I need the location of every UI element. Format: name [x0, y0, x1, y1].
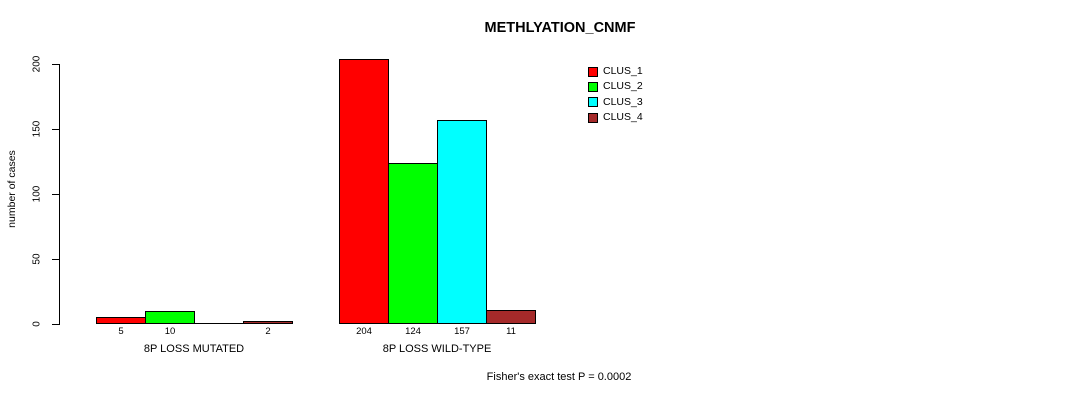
fisher-test-annotation: Fisher's exact test P = 0.0002 [486, 371, 632, 383]
bar-value-label: 11 [506, 326, 516, 337]
chart-title: METHLYATION_CNMF [484, 20, 636, 36]
legend-swatch-icon [588, 66, 598, 77]
x-group-label: 8P LOSS MUTATED [143, 343, 245, 355]
bar-clus_3-zero-line [194, 323, 244, 324]
y-tick-label: 0 [31, 321, 43, 327]
y-tick-label: 200 [31, 55, 43, 73]
y-axis-line [59, 64, 60, 325]
legend: CLUS_1 CLUS_2 CLUS_3 CLUS_4 [588, 64, 643, 125]
bar-clus_3-wildtype [437, 120, 487, 324]
legend-item-clus_3: CLUS_3 [588, 95, 643, 110]
legend-label: CLUS_1 [603, 65, 643, 78]
legend-swatch-icon [588, 112, 598, 123]
y-tick [52, 259, 59, 260]
legend-swatch-icon [588, 97, 598, 108]
bar-clus_2-wildtype [388, 163, 438, 324]
bar-clus_1-wildtype [339, 59, 389, 324]
x-group-label: 8P LOSS WILD-TYPE [382, 343, 492, 355]
y-tick [52, 324, 59, 325]
y-tick [52, 194, 59, 195]
y-axis-title: number of cases [6, 150, 18, 228]
bar-value-label: 5 [118, 326, 124, 337]
legend-item-clus_4: CLUS_4 [588, 110, 643, 125]
legend-label: CLUS_4 [603, 111, 643, 124]
y-tick-label: 100 [31, 185, 43, 203]
bar-clus_2-mutated [145, 311, 195, 324]
bar-clus_1-mutated [96, 317, 146, 324]
y-tick-label: 150 [31, 120, 43, 138]
legend-item-clus_2: CLUS_2 [588, 79, 643, 94]
bar-value-label: 124 [405, 326, 421, 337]
bar-value-label: 2 [265, 326, 271, 337]
bar-value-label: 157 [454, 326, 470, 337]
bar-clus_4-wildtype [486, 310, 536, 324]
legend-swatch-icon [588, 81, 598, 92]
bar-value-label: 10 [164, 326, 176, 337]
legend-item-clus_1: CLUS_1 [588, 64, 643, 79]
bar-value-label: 204 [356, 326, 372, 337]
y-tick [52, 129, 59, 130]
y-tick-label: 50 [31, 253, 43, 265]
legend-label: CLUS_2 [603, 80, 643, 93]
bar-clus_4-mutated [243, 321, 293, 324]
y-tick [52, 64, 59, 65]
legend-label: CLUS_3 [603, 95, 643, 108]
